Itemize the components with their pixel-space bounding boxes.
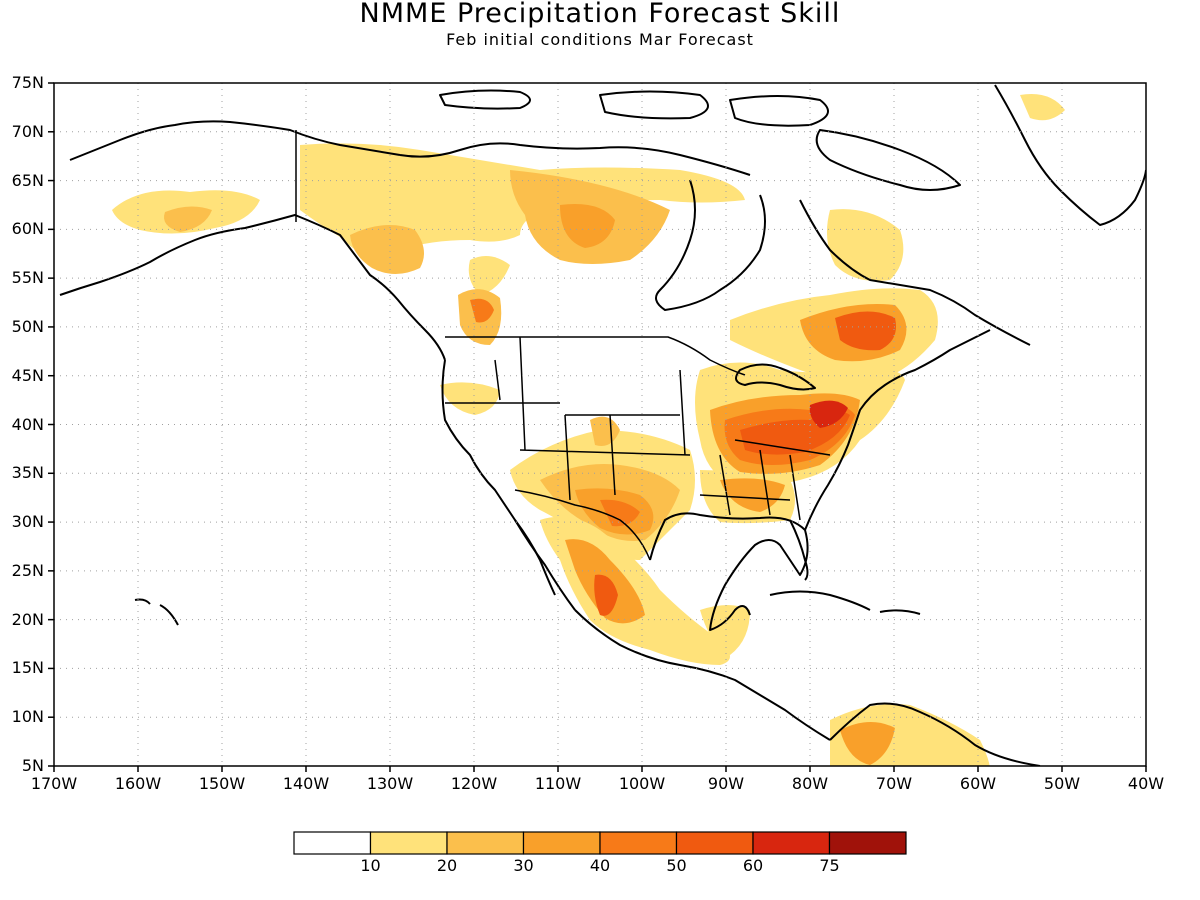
lon-tick-label: 110W <box>534 774 582 793</box>
south-america-mid <box>840 721 895 765</box>
labrador-shading <box>826 209 904 281</box>
bc-shading <box>350 225 424 274</box>
lon-tick-label: 70W <box>875 774 913 793</box>
lat-tick-label: 20N <box>11 609 44 629</box>
arctic-islands-1 <box>439 89 531 110</box>
lat-tick-label: 30N <box>11 512 44 532</box>
lat-tick-label: 35N <box>11 463 44 483</box>
labrador-coast <box>799 199 1031 346</box>
arctic-islands-3 <box>729 95 829 127</box>
colorbar-swatch <box>522 831 601 855</box>
colorbar-label: 60 <box>742 856 764 875</box>
lon-tick-label: 40W <box>1127 774 1165 793</box>
pacific-nw-core <box>470 298 494 323</box>
colorbar-swatch <box>599 831 678 855</box>
colorbar-label: 40 <box>589 856 611 875</box>
coastlines <box>59 84 1146 766</box>
gulf-coast <box>649 512 809 631</box>
alaska-north-coast <box>69 120 401 161</box>
lon-tick-label: 140W <box>282 774 330 793</box>
mexico-pacific-coast <box>574 609 831 741</box>
mexico-core <box>594 574 618 616</box>
lon-tick-label: 50W <box>1043 774 1081 793</box>
lat-tick-label: 75N <box>11 73 44 92</box>
mid-atlantic-peak <box>809 400 848 428</box>
colorbar-label: 50 <box>666 856 687 875</box>
lat-tick-label: 70N <box>11 121 44 141</box>
lon-tick-label: 120W <box>450 774 498 793</box>
great-lakes <box>735 363 816 391</box>
baja-peninsula <box>514 519 556 596</box>
lon-tick-label: 80W <box>791 774 829 793</box>
political-borders <box>295 130 831 561</box>
lat-tick-label: 10N <box>11 707 44 727</box>
prairie-shading <box>468 256 510 295</box>
us-mexico-border <box>514 489 651 561</box>
cuba <box>769 590 871 611</box>
alaska-coast <box>59 214 446 361</box>
florida <box>789 519 809 581</box>
colorbar-label: 20 <box>436 856 458 875</box>
lat-tick-label: 25N <box>11 560 44 580</box>
colorbar-swatch <box>293 831 372 855</box>
colorbar-swatch <box>752 831 831 855</box>
lon-tick-label: 150W <box>198 774 246 793</box>
lat-tick-label: 50N <box>11 316 44 336</box>
texas-peak <box>600 499 640 527</box>
lon-tick-label: 170W <box>30 774 78 793</box>
alaska-shading-2 <box>164 206 212 232</box>
lon-tick-label: 100W <box>618 774 666 793</box>
axis-ticks <box>48 82 1147 772</box>
map-subtitle: Feb initial conditions Mar Forecast <box>446 30 754 49</box>
quebec-core <box>835 311 896 351</box>
lon-tick-label: 160W <box>114 774 162 793</box>
lon-tick-label: 60W <box>959 774 997 793</box>
hudson-west-core <box>560 204 615 248</box>
canada-arctic-coast <box>399 142 751 176</box>
lat-tick-label: 15N <box>11 658 44 678</box>
colorbar-label: 75 <box>819 856 840 875</box>
map-title: NMME Precipitation Forecast Skill <box>359 0 841 29</box>
colorbar-label: 10 <box>360 856 381 875</box>
graticule <box>54 83 1146 766</box>
south-america-coast <box>829 702 1041 766</box>
colorbar <box>293 831 907 855</box>
hawaii <box>134 598 179 626</box>
lat-tick-label: 65N <box>11 170 44 190</box>
lon-tick-label: 130W <box>366 774 414 793</box>
hudson-bay-coast <box>655 179 766 311</box>
us-canada-border <box>445 336 746 376</box>
greenland-shading <box>1020 94 1065 121</box>
east-coast-us <box>804 329 991 531</box>
lat-tick-label: 40N <box>11 414 44 434</box>
colorbar-swatch <box>675 831 754 855</box>
west-us-shading <box>440 382 500 415</box>
hispaniola <box>879 609 921 615</box>
baffin-island <box>815 129 961 191</box>
west-coast-us <box>441 359 576 611</box>
lat-tick-label: 55N <box>11 268 44 288</box>
lat-tick-label: 45N <box>11 365 44 385</box>
colorbar-swatch <box>446 831 525 855</box>
arctic-islands-2 <box>599 90 709 120</box>
lat-tick-label: 5N <box>21 756 44 775</box>
skill-shading <box>112 94 1065 766</box>
colorbar-swatch <box>369 831 448 855</box>
lat-tick-label: 60N <box>11 219 44 239</box>
colorbar-label: 30 <box>513 856 534 875</box>
state-lines <box>445 336 831 521</box>
colorbar-swatch <box>828 831 907 855</box>
greenland-coast <box>994 84 1146 226</box>
lon-tick-label: 90W <box>707 774 745 793</box>
